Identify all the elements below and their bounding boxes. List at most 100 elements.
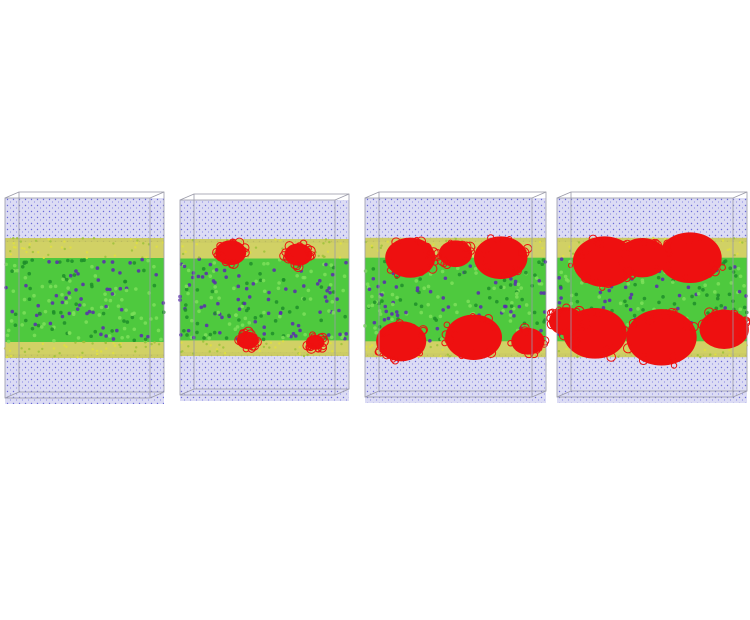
atom: [120, 335, 124, 340]
atom: [298, 352, 301, 355]
atom: [52, 311, 56, 315]
red-atom: [386, 266, 394, 274]
atom: [640, 301, 644, 305]
atom: [236, 284, 241, 289]
red-atom: [670, 362, 678, 369]
atom: [153, 341, 156, 344]
atom: [383, 304, 388, 309]
atom: [728, 266, 733, 270]
atom: [337, 308, 341, 313]
atom: [214, 268, 219, 272]
atom: [309, 269, 313, 274]
atom: [25, 250, 28, 254]
atom: [89, 334, 93, 339]
atom: [122, 319, 126, 323]
atom: [61, 274, 66, 278]
atom: [210, 289, 215, 294]
atom: [155, 245, 158, 248]
atom: [391, 302, 395, 307]
red-atom: [417, 350, 423, 357]
atom: [419, 310, 424, 315]
atom: [331, 265, 336, 270]
simulation-box: [178, 193, 350, 401]
atom: [324, 299, 329, 303]
atom: [55, 260, 59, 265]
atom: [74, 288, 78, 292]
atom: [432, 243, 435, 246]
atom: [12, 263, 17, 268]
atom: [636, 307, 640, 311]
atom: [267, 290, 271, 295]
atom: [513, 282, 518, 286]
atom: [81, 237, 84, 240]
atom: [441, 308, 445, 312]
red-atom: [581, 247, 590, 256]
atom: [298, 328, 302, 333]
atom: [428, 338, 432, 343]
atom: [533, 273, 537, 277]
red-atom: [640, 238, 648, 247]
red-atom: [701, 318, 708, 324]
atom: [139, 333, 144, 338]
atom: [85, 311, 89, 316]
atom: [428, 314, 433, 319]
atom: [181, 245, 184, 248]
atom: [237, 307, 242, 311]
atom: [99, 305, 104, 310]
atom: [37, 311, 42, 316]
atom: [205, 342, 208, 346]
red-atom: [303, 243, 312, 253]
atom: [47, 253, 50, 257]
atom: [108, 287, 112, 292]
atom: [110, 329, 114, 333]
atom: [74, 269, 78, 273]
red-atom: [638, 356, 648, 366]
box-back: [570, 191, 748, 392]
atom: [367, 287, 372, 292]
atom: [9, 319, 14, 323]
atom: [81, 351, 84, 355]
atom: [736, 252, 739, 255]
atom: [298, 346, 301, 349]
red-atom: [234, 237, 245, 248]
atom: [716, 282, 721, 286]
atom: [696, 353, 699, 357]
atom: [293, 289, 297, 294]
atom: [677, 293, 682, 298]
red-atom: [651, 238, 657, 244]
atom: [69, 246, 72, 249]
atom: [738, 307, 743, 312]
atom: [104, 298, 108, 302]
atom: [104, 304, 108, 309]
atom: [152, 303, 156, 307]
atom: [390, 292, 395, 297]
box-front: [179, 199, 336, 396]
red-atom: [578, 252, 586, 261]
red-atom: [417, 269, 425, 276]
atom: [315, 282, 320, 286]
atom: [156, 328, 161, 333]
red-atom: [570, 338, 581, 349]
red-atom: [532, 330, 542, 340]
atom: [63, 240, 66, 243]
atom: [327, 286, 331, 290]
atom: [43, 309, 48, 314]
red-atom: [469, 313, 476, 320]
atom: [380, 293, 384, 297]
atom: [301, 275, 306, 280]
atom: [124, 308, 128, 312]
atom: [379, 246, 382, 250]
box-edge: [531, 191, 547, 199]
atom: [253, 319, 258, 324]
atom: [22, 297, 27, 302]
atom: [222, 268, 227, 273]
atom: [36, 303, 41, 308]
atom: [511, 306, 516, 311]
atom: [734, 274, 738, 278]
red-atom: [239, 250, 246, 256]
atom: [738, 241, 742, 244]
atom: [732, 265, 737, 269]
atom: [211, 279, 216, 283]
atom: [329, 342, 332, 345]
red-atom: [484, 267, 490, 273]
